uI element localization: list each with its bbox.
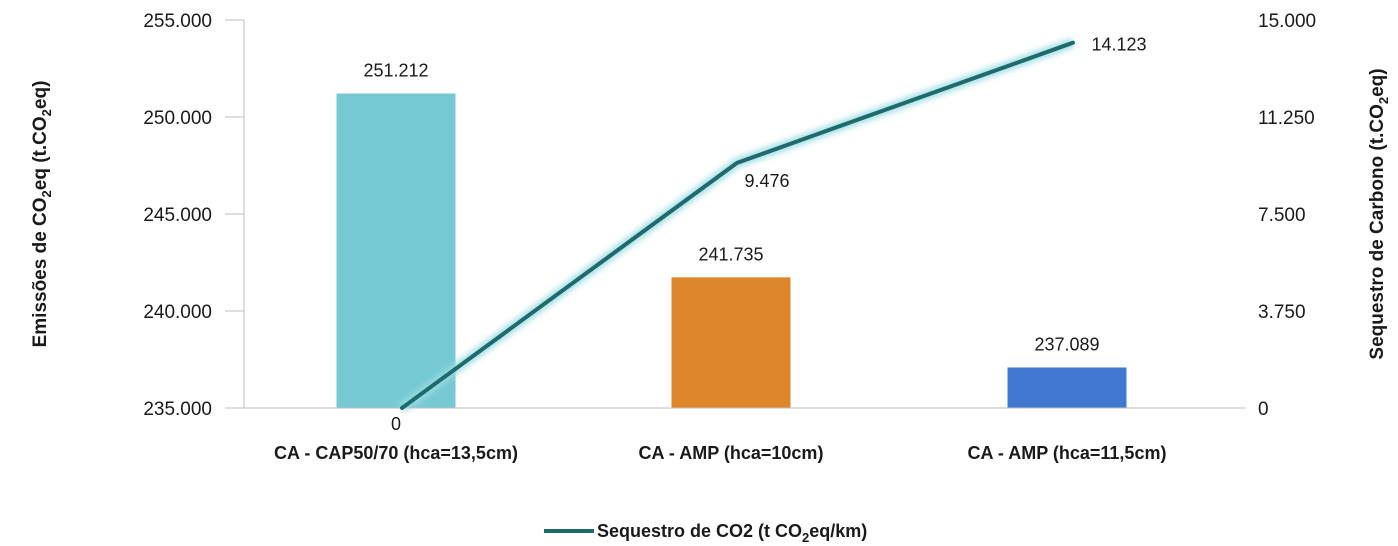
bar-3 xyxy=(1007,367,1127,408)
right-tick-label: 3.750 xyxy=(1258,302,1306,323)
bar-2 xyxy=(671,277,791,408)
category-label-1: CA - CAP50/70 (hca=13,5cm) xyxy=(274,443,518,463)
legend: Sequestro de CO2 (t CO2eq/km) xyxy=(544,521,867,545)
right-tick-labels: 0 3.750 7.500 11.250 15.000 xyxy=(1258,11,1316,420)
left-tick-label: 235.000 xyxy=(143,399,212,420)
bar-label-3: 237.089 xyxy=(1034,334,1099,354)
left-tick-label: 250.000 xyxy=(143,108,212,129)
category-label-2: CA - AMP (hca=10cm) xyxy=(639,443,824,463)
y-axis-left-title: Emissões de CO2eq (t.CO2eq) xyxy=(30,81,54,348)
category-labels: CA - CAP50/70 (hca=13,5cm) CA - AMP (hca=… xyxy=(274,443,1166,463)
right-tick-label: 15.000 xyxy=(1258,11,1316,32)
line-series-sequestro xyxy=(400,40,1075,410)
right-tick-label: 0 xyxy=(1258,399,1269,420)
right-tick-label: 7.500 xyxy=(1258,205,1306,226)
line-label-2: 9.476 xyxy=(744,171,789,191)
bar-data-labels: 251.212 241.735 237.089 xyxy=(363,60,1099,354)
line-data-labels: 0 9.476 14.123 xyxy=(391,35,1147,434)
bars-layer xyxy=(336,93,1127,409)
y-axis-right-title: Sequestro de Carbono (t.CO2eq) xyxy=(1367,68,1391,359)
category-label-3: CA - AMP (hca=11,5cm) xyxy=(968,443,1167,463)
bar-1 xyxy=(336,93,456,409)
line-label-3: 14.123 xyxy=(1091,35,1146,55)
right-tick-label: 11.250 xyxy=(1258,108,1315,129)
line-series-layer xyxy=(399,37,1075,413)
left-tick-label: 255.000 xyxy=(143,11,212,32)
bar-label-2: 241.735 xyxy=(698,244,763,264)
line-label-1: 0 xyxy=(391,414,401,434)
bar-label-1: 251.212 xyxy=(363,60,428,80)
left-tick-label: 245.000 xyxy=(143,205,212,226)
left-tick-label: 240.000 xyxy=(143,302,212,323)
legend-label: Sequestro de CO2 (t CO2eq/km) xyxy=(597,521,867,545)
left-tick-labels: 235.000 240.000 245.000 250.000 255.000 xyxy=(143,11,244,420)
